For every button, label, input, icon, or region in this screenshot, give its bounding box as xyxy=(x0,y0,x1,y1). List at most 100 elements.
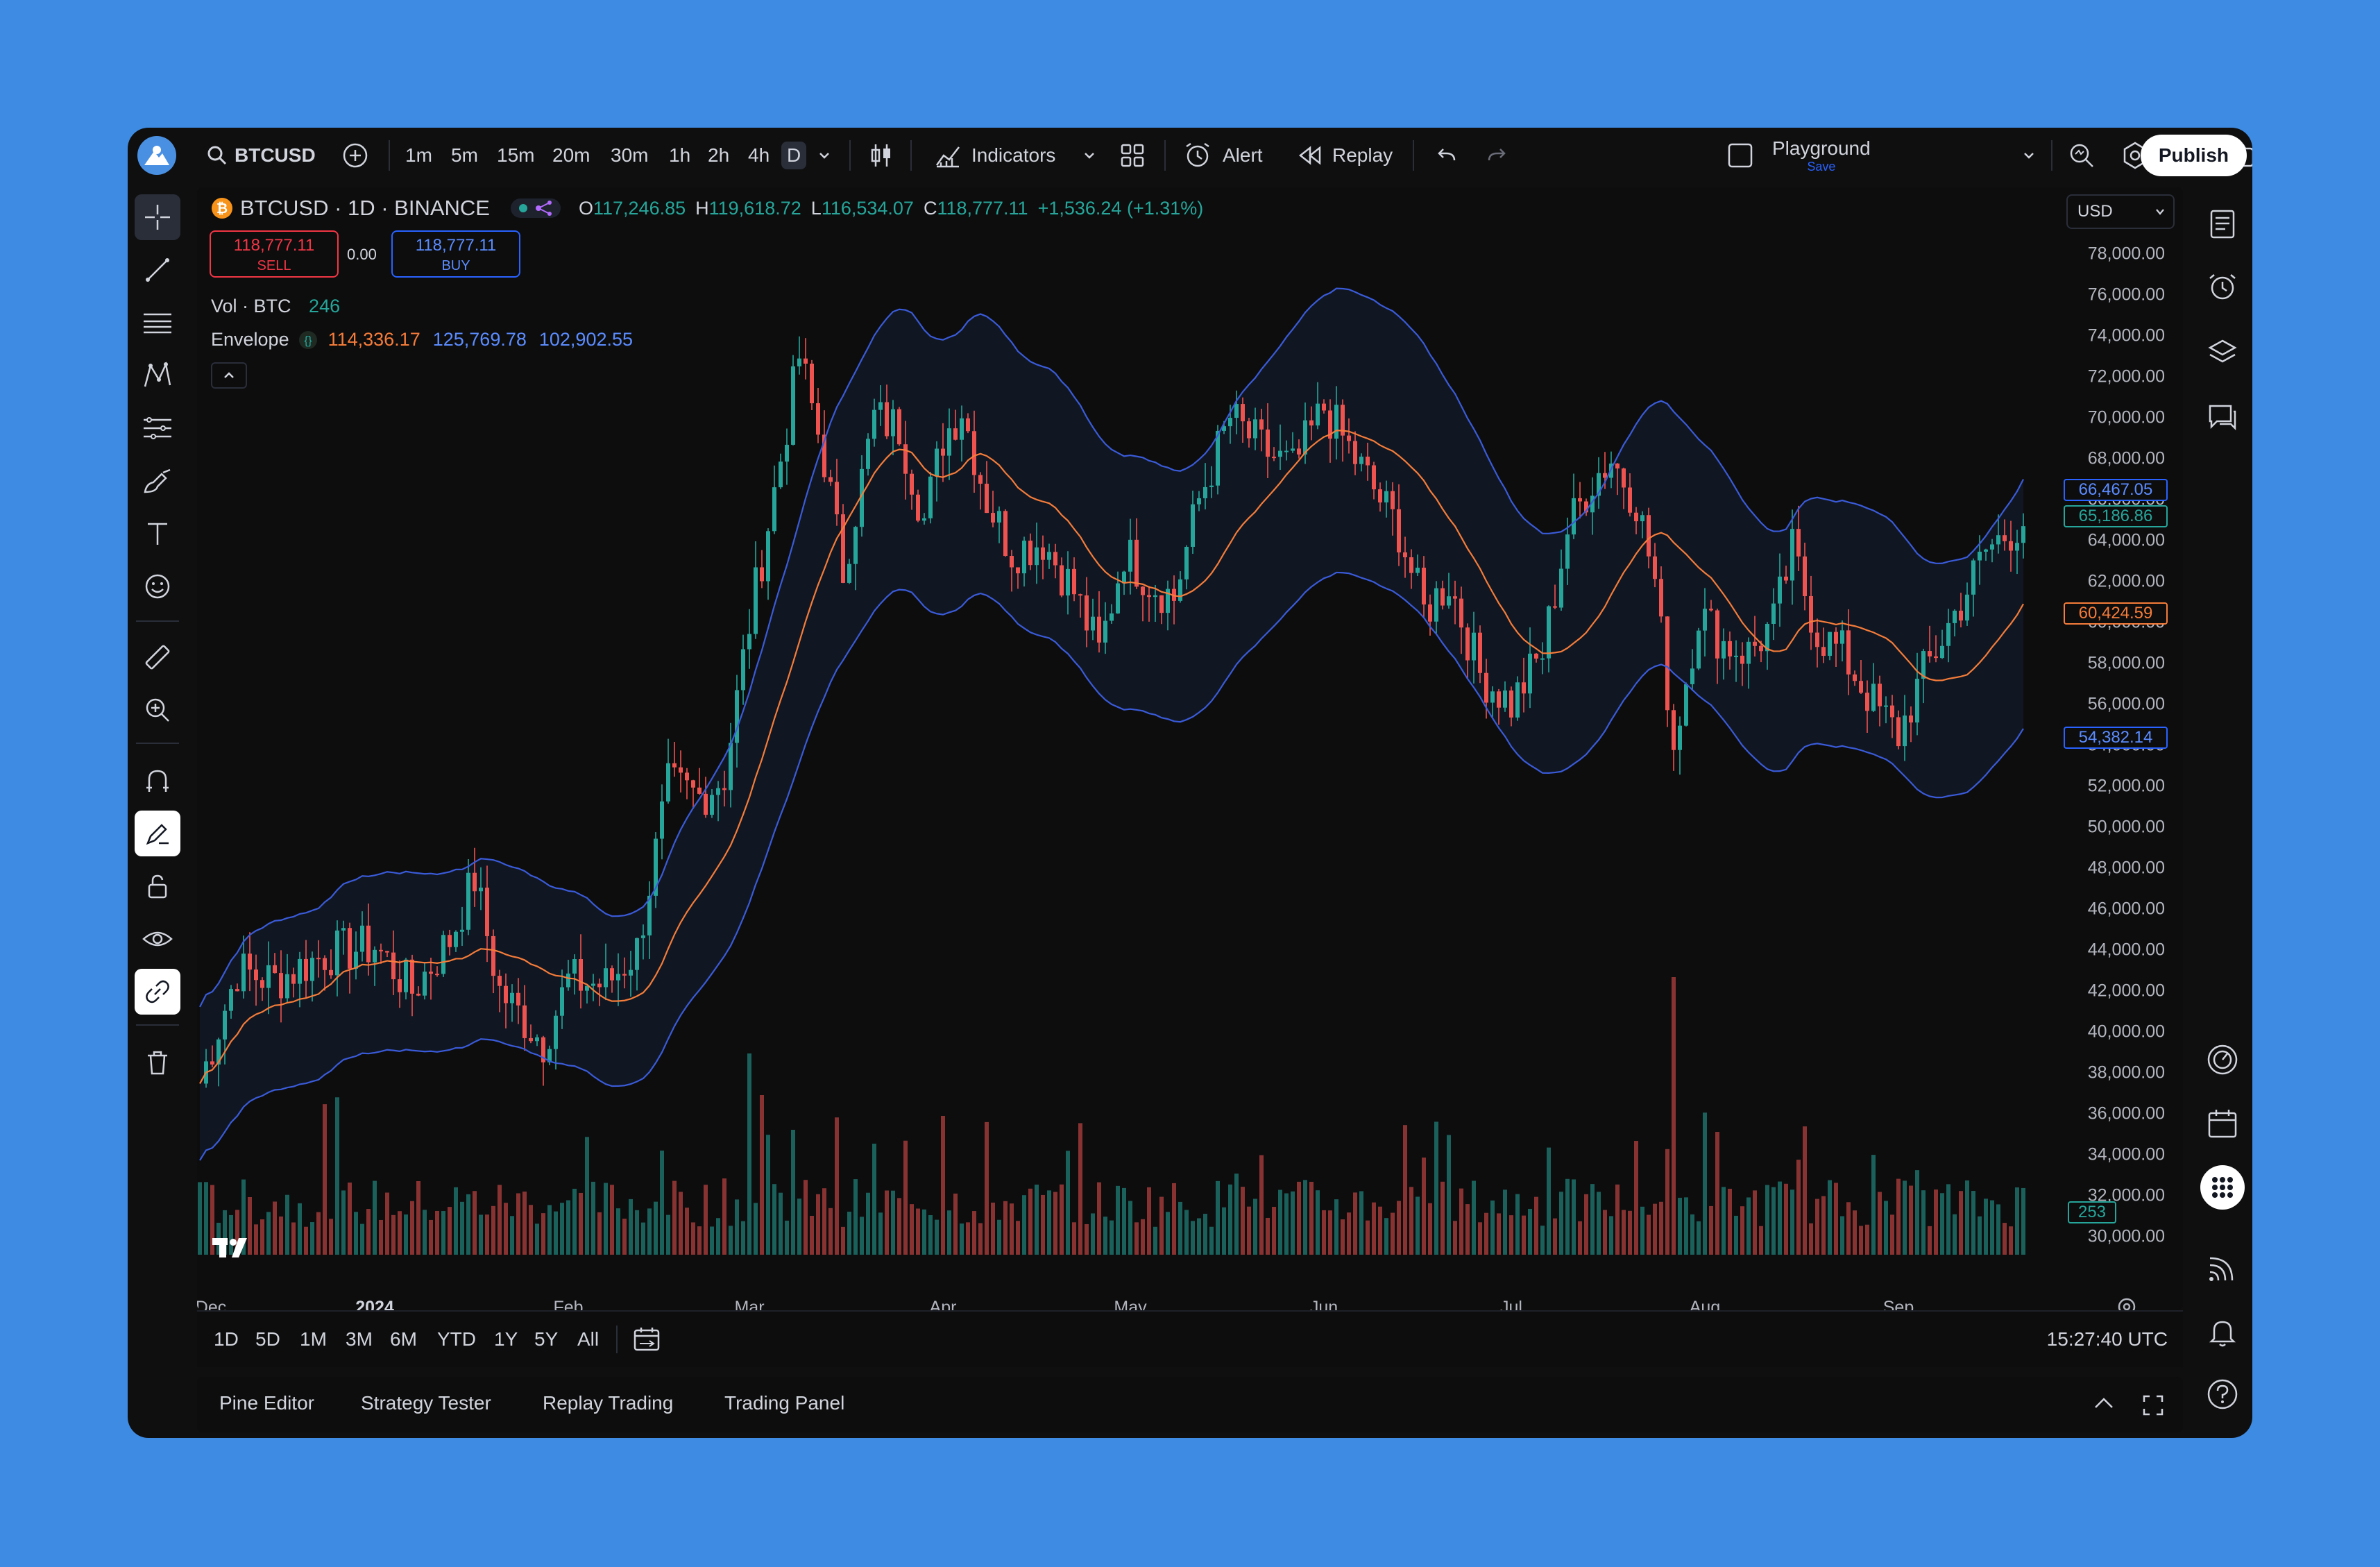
candle-body xyxy=(285,974,289,999)
redo-icon[interactable] xyxy=(1485,128,1510,183)
tf-30m[interactable]: 30m xyxy=(611,144,649,166)
brush-tool-icon[interactable] xyxy=(135,458,180,504)
symbol-search[interactable]: BTCUSD xyxy=(207,128,316,183)
tab-strategy-tester[interactable]: Strategy Tester xyxy=(361,1392,491,1414)
volume-legend[interactable]: Vol · BTC 246 xyxy=(211,296,341,316)
alert-button[interactable]: Alert xyxy=(1184,128,1263,183)
tf-4h[interactable]: 4h xyxy=(748,144,770,166)
app-logo-icon[interactable] xyxy=(136,128,178,183)
publish-button[interactable]: Publish xyxy=(2140,135,2247,176)
apps-grid-icon[interactable] xyxy=(2200,1164,2245,1210)
clock-utc[interactable]: 15:27:40 UTC xyxy=(2046,1328,2168,1350)
tf-15m[interactable]: 15m xyxy=(497,144,535,166)
indicators-button[interactable]: Indicators xyxy=(934,128,1055,183)
axis-settings-gear-icon[interactable] xyxy=(2116,1296,2137,1310)
replay-button[interactable]: Replay xyxy=(1298,128,1393,183)
zoom-in-icon[interactable] xyxy=(135,687,180,733)
volume-bar xyxy=(885,1190,889,1255)
text-tool-icon[interactable] xyxy=(135,511,180,557)
panel-collapse-chevron-up-icon[interactable] xyxy=(2091,1394,2116,1418)
forecast-tool-icon[interactable] xyxy=(135,405,180,451)
tab-pine-editor[interactable]: Pine Editor xyxy=(219,1392,314,1414)
tf-20m[interactable]: 20m xyxy=(552,144,590,166)
drawing-toolbar xyxy=(128,187,187,1438)
candle-body xyxy=(210,1061,214,1065)
tf-5m[interactable]: 5m xyxy=(451,144,478,166)
layouts-grid-icon[interactable] xyxy=(1120,128,1145,183)
range-6m[interactable]: 6M xyxy=(390,1328,417,1350)
candle-body xyxy=(1409,557,1413,573)
compare-add-icon[interactable] xyxy=(341,128,369,183)
indicators-chevron-down-icon[interactable] xyxy=(1081,128,1098,183)
calendar-icon[interactable] xyxy=(2200,1101,2245,1146)
market-status[interactable] xyxy=(510,198,561,218)
range-1y[interactable]: 1Y xyxy=(494,1328,518,1350)
panel-maximize-icon[interactable] xyxy=(2141,1394,2165,1421)
notifications-bell-icon[interactable] xyxy=(2200,1309,2245,1355)
ruler-tool-icon[interactable] xyxy=(135,634,180,680)
watchlist-icon[interactable] xyxy=(2200,201,2245,247)
undo-icon[interactable] xyxy=(1434,128,1459,183)
lock-icon[interactable] xyxy=(135,863,180,909)
alerts-clock-icon[interactable] xyxy=(2200,264,2245,310)
volume-bar xyxy=(1940,1193,1944,1255)
pattern-tool-icon[interactable] xyxy=(135,353,180,398)
candle-body xyxy=(766,531,770,582)
volume-bar xyxy=(1990,1200,1994,1255)
candle-body xyxy=(1778,576,1782,604)
crosshair-tool-icon[interactable] xyxy=(135,194,180,240)
magnet-icon[interactable] xyxy=(135,758,180,804)
range-1m[interactable]: 1M xyxy=(300,1328,327,1350)
link-icon[interactable] xyxy=(135,969,180,1015)
chart-pane[interactable]: ₿ BTCUSD · 1D · BINANCE O 117,246.85 H 119… xyxy=(197,187,2183,1310)
eye-icon[interactable] xyxy=(135,916,180,962)
tab-replay-trading[interactable]: Replay Trading xyxy=(543,1392,674,1414)
layers-icon[interactable] xyxy=(2200,329,2245,375)
candle-body xyxy=(922,518,926,521)
range-5d[interactable]: 5D xyxy=(255,1328,280,1350)
go-to-date-calendar-icon[interactable] xyxy=(633,1325,661,1357)
tf-1m[interactable]: 1m xyxy=(405,144,432,166)
candles-icon[interactable] xyxy=(869,128,894,183)
range-3m[interactable]: 3M xyxy=(346,1328,373,1350)
help-icon[interactable] xyxy=(2200,1371,2245,1417)
volume-bar xyxy=(273,1201,277,1255)
sell-button[interactable]: 118,777.11 SELL xyxy=(210,230,339,278)
range-5y[interactable]: 5Y xyxy=(534,1328,559,1350)
chat-icon[interactable] xyxy=(2200,394,2245,440)
price-axis[interactable]: USD 30,000.00 32,000.00 34,000.00 36,000.00… xyxy=(2061,187,2183,1310)
currency-select[interactable]: USD xyxy=(2066,194,2175,229)
gauge-icon[interactable] xyxy=(2200,1037,2245,1083)
layout-name[interactable]: Playground Save xyxy=(1772,137,1871,173)
price-chart[interactable] xyxy=(197,187,2061,1310)
volume-bar xyxy=(1647,1214,1651,1255)
tab-trading-panel[interactable]: Trading Panel xyxy=(724,1392,845,1414)
collapse-legend-button[interactable] xyxy=(211,362,247,389)
range-all[interactable]: All xyxy=(577,1328,600,1350)
emoji-tool-icon[interactable] xyxy=(135,564,180,609)
timeframe-dropdown-chevron-down-icon[interactable] xyxy=(816,128,833,183)
tf-1h[interactable]: 1h xyxy=(669,144,691,166)
tf-2h[interactable]: 2h xyxy=(708,144,730,166)
range-ytd[interactable]: YTD xyxy=(437,1328,476,1350)
candle-body xyxy=(1028,541,1032,566)
candle-body xyxy=(1041,547,1045,560)
buy-button[interactable]: 118,777.11 BUY xyxy=(391,230,520,278)
volume-bar xyxy=(2021,1187,2025,1255)
trash-icon[interactable] xyxy=(135,1040,180,1085)
layout-chevron-down-icon[interactable] xyxy=(2021,128,2037,183)
volume-bar xyxy=(204,1182,208,1255)
range-1d[interactable]: 1D xyxy=(214,1328,239,1350)
tf-d[interactable]: D xyxy=(781,128,807,183)
layout-checkbox[interactable] xyxy=(1726,128,1754,183)
tradingview-logo[interactable] xyxy=(211,1235,255,1264)
candle-body xyxy=(1060,565,1064,596)
volume-bar xyxy=(847,1211,851,1255)
stay-in-drawing-mode-icon[interactable] xyxy=(135,811,180,856)
quick-search-icon[interactable] xyxy=(2068,128,2096,183)
x-tick-label: Feb xyxy=(553,1298,584,1310)
trend-line-tool-icon[interactable] xyxy=(135,247,180,293)
streams-icon[interactable] xyxy=(2200,1245,2245,1291)
fib-tool-icon[interactable] xyxy=(135,300,180,346)
envelope-legend[interactable]: Envelope {} 114,336.17 125,769.78 102,90… xyxy=(211,329,634,350)
